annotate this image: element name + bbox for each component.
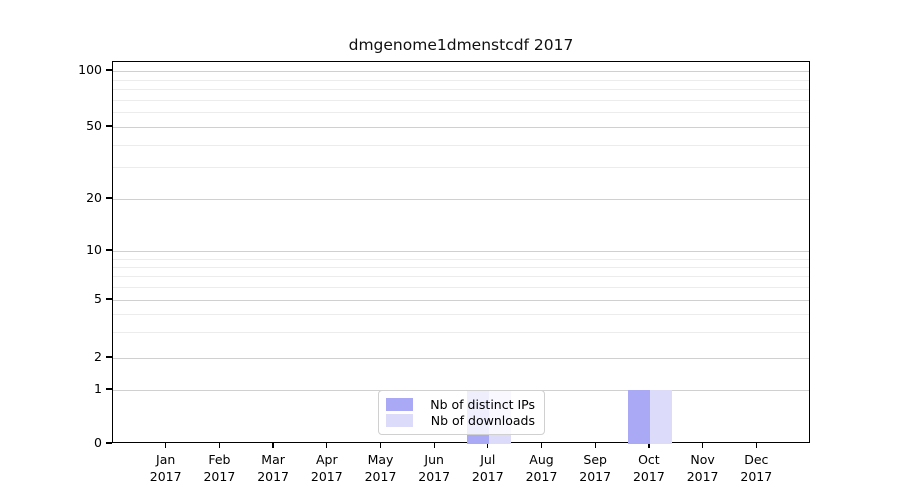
y-tick-label: 1	[94, 381, 102, 396]
legend-item-distinct-ips: Nb of distinct IPs	[386, 396, 535, 412]
x-tick-label: Feb 2017	[203, 452, 236, 484]
x-tick-mark	[701, 443, 704, 448]
y-tick-mark	[106, 298, 112, 300]
plot-area	[112, 61, 810, 444]
x-tick-label: May 2017	[364, 452, 397, 484]
minor-gridline	[113, 314, 809, 316]
x-tick-label: Jun 2017	[418, 452, 451, 484]
legend-item-downloads: Nb of downloads	[386, 413, 535, 429]
x-tick-label: Sep 2017	[579, 452, 612, 484]
y-tick-mark	[106, 125, 112, 127]
y-tick-label: 20	[86, 190, 102, 205]
legend-swatch-downloads	[386, 414, 413, 428]
major-gridline	[113, 199, 809, 200]
legend-label-distinct-ips: Nb of distinct IPs	[430, 396, 535, 412]
x-tick-label: Dec 2017	[740, 452, 773, 484]
minor-gridline	[113, 89, 809, 90]
x-tick-label: Nov 2017	[686, 452, 719, 484]
legend-label-downloads: Nb of downloads	[430, 413, 535, 429]
minor-gridline	[113, 332, 809, 334]
major-gridline	[113, 251, 809, 252]
x-tick-mark	[540, 443, 543, 448]
minor-gridline	[113, 79, 809, 81]
y-tick-mark	[106, 388, 112, 390]
x-tick-label: Jan 2017	[149, 452, 182, 484]
x-tick-mark	[487, 443, 489, 448]
major-gridline	[113, 127, 809, 128]
minor-gridline	[113, 287, 809, 289]
minor-gridline	[113, 99, 809, 101]
x-tick-label: Apr 2017	[310, 452, 343, 484]
legend-swatch-distinct-ips	[386, 397, 413, 411]
minor-gridline	[113, 276, 809, 278]
minor-gridline	[113, 112, 809, 114]
x-tick-mark	[594, 443, 596, 448]
x-tick-mark	[218, 443, 221, 448]
x-tick-label: Aug 2017	[525, 452, 558, 484]
minor-gridline	[113, 167, 809, 169]
x-tick-mark	[755, 443, 757, 448]
major-gridline	[113, 358, 809, 359]
y-tick-label: 10	[86, 242, 102, 257]
minor-gridline	[113, 144, 809, 146]
x-tick-mark	[379, 443, 382, 448]
x-tick-label: Oct 2017	[632, 452, 665, 484]
minor-gridline	[113, 258, 809, 260]
bar-downloads	[649, 390, 672, 444]
x-tick-mark	[648, 443, 650, 448]
y-tick-label: 50	[86, 118, 102, 133]
chart-title: dmgenome1dmenstcdf 2017	[348, 36, 574, 54]
y-tick-label: 0	[94, 435, 102, 450]
major-gridline	[113, 300, 809, 301]
y-tick-label: 5	[94, 291, 102, 306]
x-tick-mark	[433, 443, 435, 448]
x-tick-mark	[272, 443, 274, 448]
y-tick-mark	[106, 356, 112, 358]
x-tick-label: Jul 2017	[471, 452, 504, 484]
y-tick-mark	[106, 249, 112, 251]
minor-gridline	[113, 266, 809, 268]
bar-distinct-ips	[627, 390, 650, 444]
y-tick-mark	[106, 197, 112, 199]
x-tick-label: Mar 2017	[257, 452, 289, 484]
major-gridline	[113, 71, 809, 72]
x-tick-mark	[165, 443, 167, 448]
x-tick-mark	[326, 443, 328, 448]
y-tick-mark	[106, 69, 112, 71]
legend: Nb of distinct IPs Nb of downloads	[378, 390, 545, 435]
y-tick-mark	[106, 442, 112, 444]
y-tick-label: 100	[78, 62, 102, 77]
y-tick-label: 2	[94, 349, 102, 364]
